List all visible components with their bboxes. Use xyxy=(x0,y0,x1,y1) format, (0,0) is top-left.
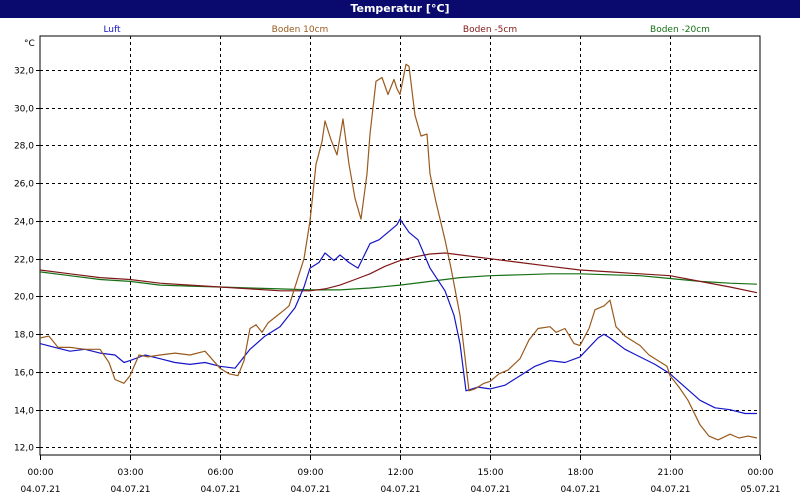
x-tick-time-label: 03:00 xyxy=(118,468,144,478)
series-line-boden-5cm xyxy=(39,252,758,294)
x-tick-time-label: 00:00 xyxy=(28,468,54,478)
temperature-chart: 12,0 14,0 16,0 18,0 20,0 22,0 24,0 26,0 28,0 30,0… xyxy=(14,25,781,495)
x-tick-time-label: 18:00 xyxy=(568,468,594,478)
x-tick-date-label: 04.07.21 xyxy=(380,485,420,495)
y-tick-label: 16,0 xyxy=(14,369,34,379)
x-tick-time-label: 00:00 xyxy=(748,468,774,478)
y-tick-label: 18,0 xyxy=(14,331,34,341)
x-tick-date-label: 04.07.21 xyxy=(200,485,240,495)
x-tick-date-label: 04.07.21 xyxy=(470,485,510,495)
x-tick-date-label: 05.07.21 xyxy=(740,485,780,495)
x-tick-date-label: 04.07.21 xyxy=(560,485,600,495)
legend-entry: Boden -5cm xyxy=(463,25,517,35)
y-tick-label: 26,0 xyxy=(14,180,34,190)
series-line-boden-10cm xyxy=(39,63,758,441)
y-tick-label: 24,0 xyxy=(14,218,34,228)
x-tick-time-label: 12:00 xyxy=(388,468,414,478)
y-axis-label: °C xyxy=(24,39,35,49)
x-tick-time-label: 21:00 xyxy=(658,468,684,478)
y-tick-label: 28,0 xyxy=(14,142,34,152)
legend-entry: Boden 10cm xyxy=(272,25,329,35)
legend-entry: Luft xyxy=(103,25,121,35)
y-tick-label: 32,0 xyxy=(14,67,34,77)
legend-entry: Boden -20cm xyxy=(650,25,710,35)
x-tick-date-label: 04.07.21 xyxy=(290,485,330,495)
x-tick-time-label: 15:00 xyxy=(478,468,504,478)
series-line-luft xyxy=(39,218,757,415)
x-tick-time-label: 09:00 xyxy=(298,468,324,478)
y-tick-label: 20,0 xyxy=(14,293,34,303)
y-tick-label: 22,0 xyxy=(14,256,34,266)
x-tick-time-label: 06:00 xyxy=(208,468,234,478)
x-tick-date-label: 04.07.21 xyxy=(20,485,60,495)
x-tick-date-label: 04.07.21 xyxy=(110,485,150,495)
chart-title: Temperatur [°C] xyxy=(0,0,800,18)
y-tick-label: 14,0 xyxy=(14,407,34,417)
series-line-boden-20cm xyxy=(39,271,758,291)
x-tick-date-label: 04.07.21 xyxy=(650,485,690,495)
y-tick-label: 12,0 xyxy=(14,444,34,454)
y-tick-label: 30,0 xyxy=(14,105,34,115)
